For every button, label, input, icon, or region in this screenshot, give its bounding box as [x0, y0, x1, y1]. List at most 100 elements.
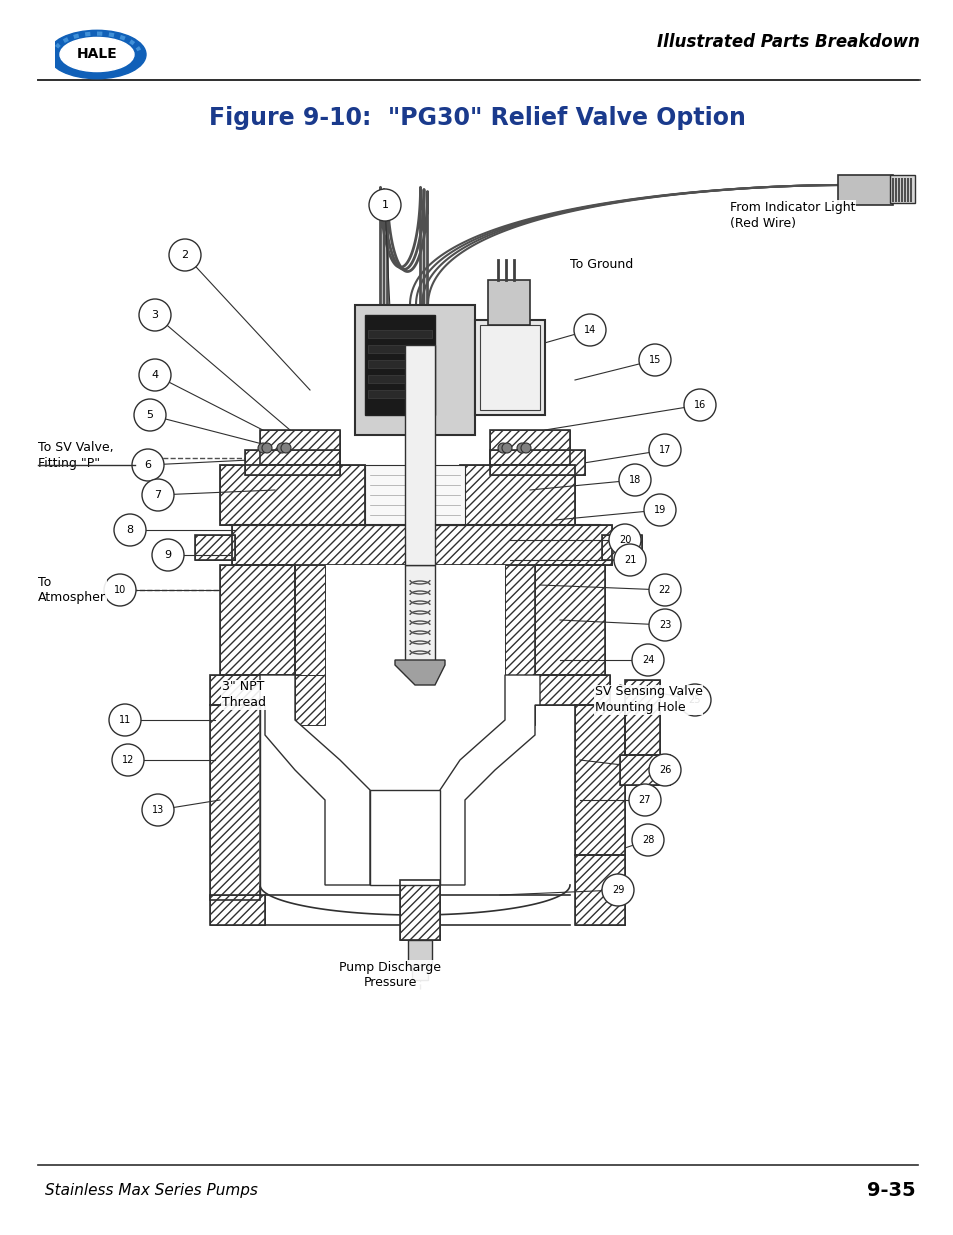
Circle shape [618, 464, 650, 496]
Bar [260, 430, 339, 466]
Bar [399, 881, 439, 940]
Bar [459, 466, 575, 525]
Text: 27: 27 [639, 795, 651, 805]
Bar [490, 430, 569, 466]
Circle shape [112, 743, 144, 776]
Circle shape [608, 524, 640, 556]
Bar [368, 375, 432, 383]
Bar [368, 359, 432, 368]
Bar [490, 450, 584, 475]
Bar [355, 305, 475, 435]
Circle shape [262, 443, 272, 453]
Circle shape [501, 443, 512, 453]
Text: 18: 18 [628, 475, 640, 485]
Circle shape [648, 609, 680, 641]
Bar [412, 965, 428, 981]
Bar [370, 790, 439, 885]
Text: HALE: HALE [76, 47, 117, 62]
Circle shape [574, 314, 605, 346]
Bar [535, 564, 604, 676]
Bar [535, 564, 604, 676]
Circle shape [639, 345, 670, 375]
Circle shape [113, 514, 146, 546]
Circle shape [497, 443, 507, 453]
Circle shape [139, 299, 171, 331]
Bar [210, 895, 265, 925]
Bar [368, 330, 432, 338]
Text: 16: 16 [693, 400, 705, 410]
Text: Illustrated Parts Breakdown: Illustrated Parts Breakdown [657, 33, 919, 51]
Circle shape [257, 443, 268, 453]
Text: 23: 23 [659, 620, 671, 630]
Text: Figure 9-10:  "PG30" Relief Valve Option: Figure 9-10: "PG30" Relief Valve Option [209, 106, 744, 130]
Text: 25: 25 [688, 695, 700, 705]
Circle shape [517, 443, 526, 453]
Text: 12: 12 [122, 755, 134, 764]
Bar [889, 175, 914, 203]
Circle shape [142, 479, 173, 511]
Text: 4: 4 [152, 370, 158, 380]
Circle shape [152, 538, 184, 571]
Circle shape [648, 433, 680, 466]
Bar [535, 676, 609, 705]
Circle shape [648, 755, 680, 785]
Text: 24: 24 [641, 655, 654, 664]
Text: 8: 8 [127, 525, 133, 535]
Bar [624, 680, 659, 755]
Bar [365, 466, 464, 525]
Text: 20: 20 [618, 535, 631, 545]
Bar [575, 855, 624, 925]
Circle shape [683, 389, 716, 421]
Ellipse shape [48, 31, 146, 79]
Bar [408, 940, 432, 965]
Text: 7: 7 [154, 490, 161, 500]
Bar [194, 535, 234, 559]
Bar [479, 325, 539, 410]
Polygon shape [439, 676, 539, 885]
Bar [365, 315, 435, 415]
Text: To
Atmospher: To Atmospher [38, 576, 106, 604]
Text: 3" NPT
Thread: 3" NPT Thread [222, 680, 266, 709]
Text: 29: 29 [611, 885, 623, 895]
Text: 10: 10 [113, 585, 126, 595]
Ellipse shape [60, 37, 133, 72]
Text: 26: 26 [659, 764, 671, 776]
Bar [368, 345, 432, 353]
Bar [475, 320, 544, 415]
Bar [210, 676, 299, 705]
Text: 11: 11 [119, 715, 131, 725]
Bar [210, 676, 299, 705]
Bar [245, 450, 339, 475]
Bar [210, 705, 260, 900]
Bar [220, 564, 294, 676]
Bar [294, 564, 325, 676]
Text: 13: 13 [152, 805, 164, 815]
Bar [210, 895, 265, 925]
Bar [405, 345, 435, 564]
Bar [194, 535, 234, 559]
Bar [490, 450, 584, 475]
Text: 1: 1 [381, 200, 388, 210]
Circle shape [369, 189, 400, 221]
Text: From Indicator Light
(Red Wire): From Indicator Light (Red Wire) [729, 200, 855, 230]
Bar [459, 466, 575, 525]
Circle shape [109, 704, 141, 736]
Text: 9: 9 [164, 550, 172, 559]
Text: 3: 3 [152, 310, 158, 320]
Circle shape [104, 574, 136, 606]
Text: 5: 5 [147, 410, 153, 420]
Text: 14: 14 [583, 325, 596, 335]
Text: 15: 15 [648, 354, 660, 366]
Bar [232, 525, 612, 564]
Circle shape [281, 443, 291, 453]
Circle shape [142, 794, 173, 826]
Bar [260, 430, 339, 466]
Polygon shape [260, 676, 370, 885]
Bar [294, 676, 325, 725]
Bar [220, 564, 294, 676]
Text: To SV Valve,
Fitting "P": To SV Valve, Fitting "P" [38, 441, 113, 469]
Bar [535, 676, 609, 705]
Circle shape [643, 494, 676, 526]
Bar [220, 466, 365, 525]
Circle shape [628, 784, 660, 816]
